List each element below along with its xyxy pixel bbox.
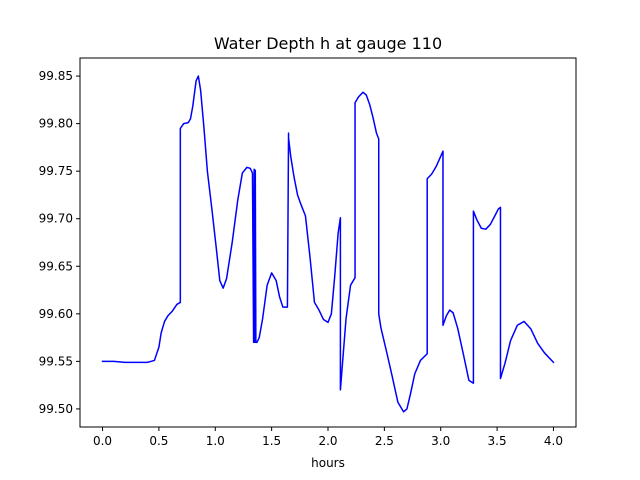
x-tick-label: 3.0 (431, 434, 450, 448)
plot-area (80, 58, 576, 427)
series-line-0 (101, 75, 555, 413)
x-axis-label: hours (311, 456, 345, 470)
y-tick-label: 99.70 (39, 212, 73, 226)
axes-frame (79, 57, 577, 428)
x-tick-label: 3.5 (488, 434, 507, 448)
plot-background (80, 58, 576, 427)
y-tick-label: 99.85 (39, 69, 73, 83)
y-tick-label: 99.80 (39, 117, 73, 131)
x-tick-label: 2.5 (375, 434, 394, 448)
y-tick-label: 99.55 (39, 354, 73, 368)
y-tick-label: 99.65 (39, 259, 73, 273)
x-tick-label: 1.5 (262, 434, 281, 448)
x-tick-label: 0.5 (149, 434, 168, 448)
y-tick-label: 99.75 (39, 164, 73, 178)
x-tick-label: 0.0 (93, 434, 112, 448)
x-axis: 0.0 0.5 1.0 1.5 2.0 2.5 3.0 3.5 4.0 (93, 427, 563, 448)
y-tick-label: 99.60 (39, 307, 73, 321)
series-layer (101, 75, 555, 413)
y-axis: 99.50 99.55 99.60 99.65 99.70 99.75 99.80 99.85 (39, 69, 80, 416)
y-tick-label: 99.50 (39, 402, 73, 416)
x-tick-label: 2.0 (318, 434, 337, 448)
x-tick-label: 4.0 (544, 434, 563, 448)
x-tick-label: 1.0 (206, 434, 225, 448)
chart-title: Water Depth h at gauge 110 (214, 34, 442, 53)
